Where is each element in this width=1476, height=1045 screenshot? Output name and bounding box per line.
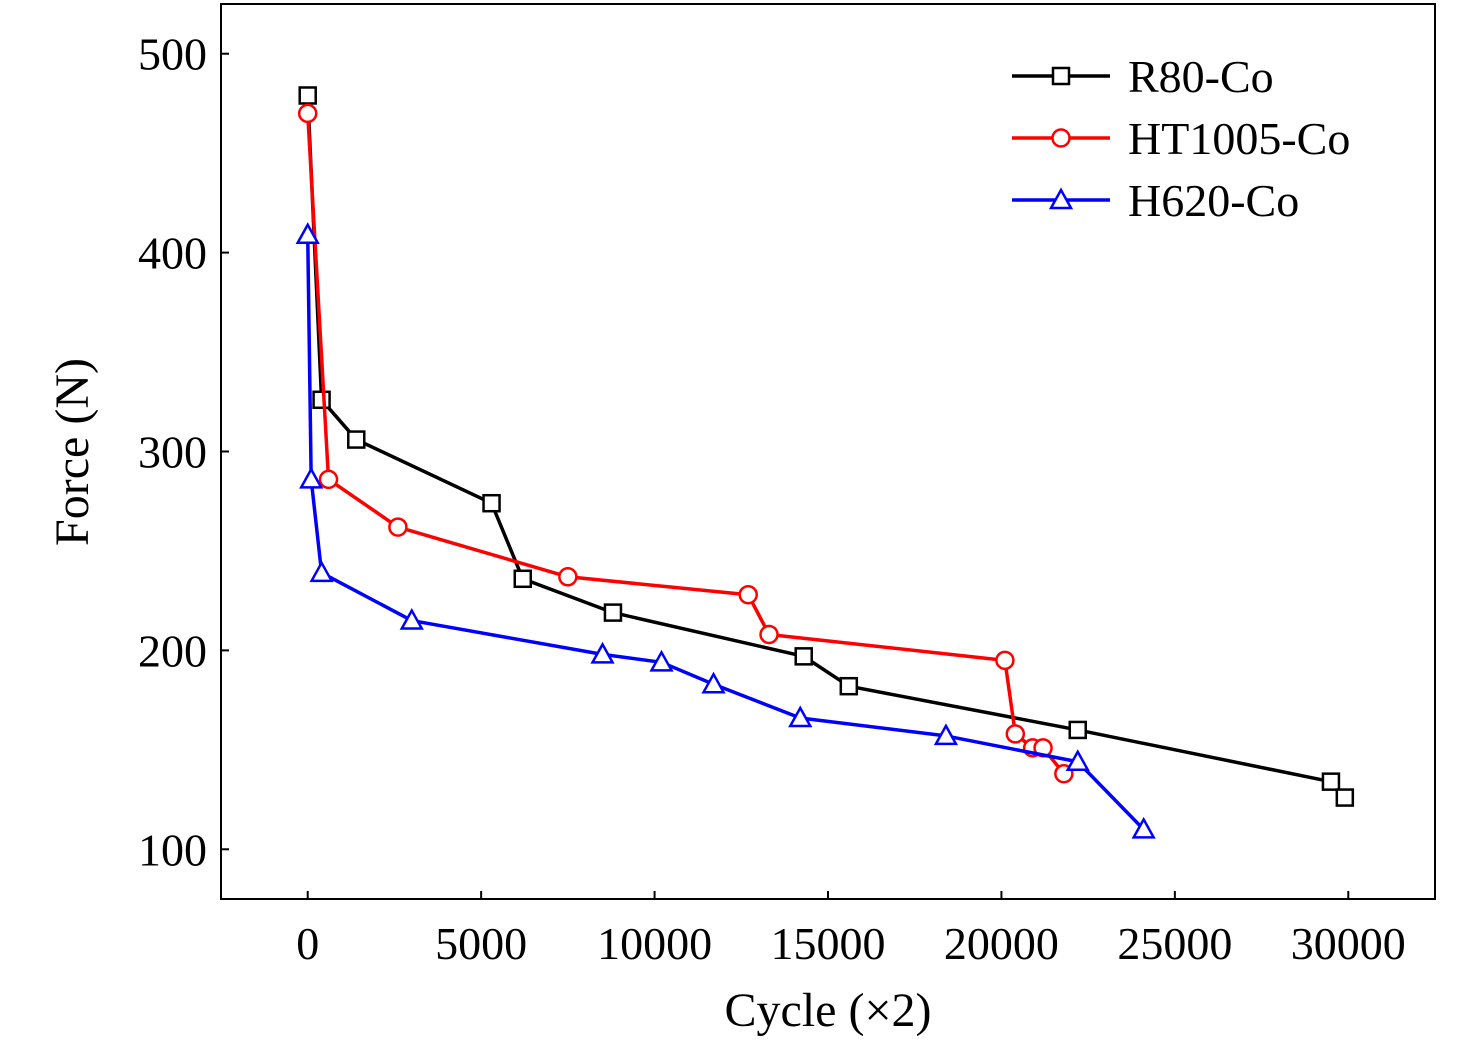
y-axis-ticks: 100 200 300 400 500 (138, 29, 229, 875)
circle-marker (558, 567, 578, 587)
triangle-marker (788, 705, 813, 728)
square-marker (1068, 720, 1087, 740)
triangle-marker (701, 671, 726, 694)
series-HT1005-Co (297, 103, 1074, 784)
circle-marker (297, 103, 318, 124)
circle-marker (1051, 128, 1071, 148)
y-tick-label: 200 (138, 625, 207, 676)
y-tick-label: 500 (138, 29, 207, 80)
y-axis-title: Force (N) (46, 358, 99, 546)
x-tick-label: 20000 (944, 918, 1059, 969)
series-H620-Co (295, 222, 1156, 839)
square-marker (794, 647, 813, 666)
triangle-marker (1065, 749, 1090, 772)
circle-marker (995, 650, 1015, 671)
circle-marker (318, 469, 339, 490)
square-marker (298, 86, 317, 105)
square-marker (347, 430, 366, 449)
triangle-marker (299, 466, 324, 489)
y-tick-label: 100 (138, 824, 207, 875)
legend-label: H620-Co (1128, 175, 1299, 226)
circle-marker (1005, 724, 1026, 744)
x-tick-label: 30000 (1291, 918, 1406, 969)
triangle-marker (399, 607, 424, 630)
circle-marker (738, 584, 758, 605)
legend: R80-Co HT1005-Co H620-Co (1012, 51, 1350, 226)
series-line (305, 113, 1066, 775)
square-marker (1321, 772, 1341, 791)
series-layer (295, 86, 1355, 839)
x-tick-label: 0 (296, 918, 319, 969)
triangle-marker (649, 649, 674, 672)
x-tick-label: 15000 (771, 918, 886, 969)
triangle-marker (590, 641, 615, 664)
square-marker (312, 390, 331, 410)
circle-marker (388, 517, 408, 537)
legend-item: HT1005-Co (1012, 113, 1350, 164)
triangle-marker (1131, 816, 1156, 839)
circle-marker (759, 624, 779, 645)
x-tick-label: 25000 (1117, 918, 1232, 969)
triangle-marker (1048, 187, 1074, 210)
square-marker (1051, 66, 1071, 86)
y-tick-label: 300 (138, 427, 207, 478)
triangle-marker (933, 723, 959, 746)
x-axis-ticks: 0 5000 10000 15000 20000 25000 30000 (296, 891, 1406, 969)
series-R80-Co (298, 86, 1355, 807)
square-marker (603, 603, 623, 622)
legend-label: HT1005-Co (1128, 113, 1350, 164)
legend-item: R80-Co (1012, 51, 1274, 102)
legend-label: R80-Co (1128, 51, 1274, 102)
square-marker (1335, 788, 1355, 807)
triangle-marker (309, 560, 334, 583)
square-marker (513, 569, 533, 589)
square-marker (839, 676, 859, 696)
legend-item: H620-Co (1012, 175, 1299, 226)
y-tick-label: 400 (138, 228, 207, 279)
triangle-marker (295, 222, 320, 244)
x-axis-title: Cycle (×2) (725, 984, 932, 1037)
x-tick-label: 5000 (435, 918, 527, 969)
square-marker (482, 493, 501, 513)
x-tick-label: 10000 (597, 918, 712, 969)
